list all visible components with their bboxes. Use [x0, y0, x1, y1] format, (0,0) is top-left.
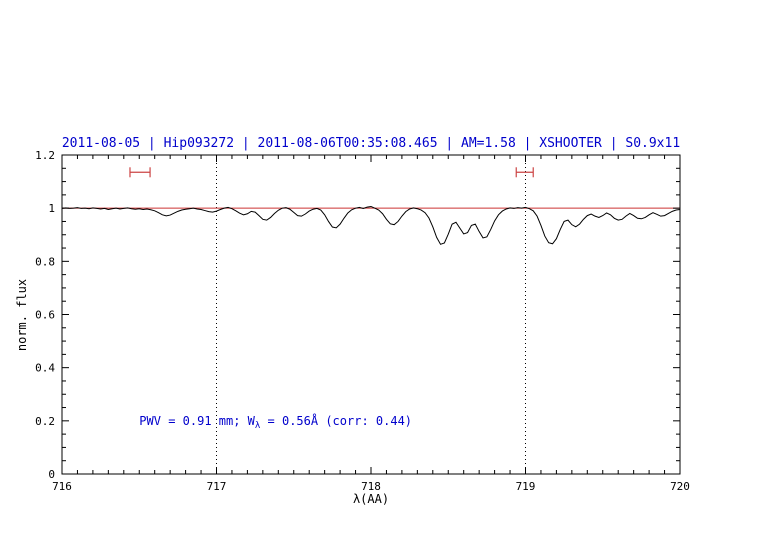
tick-labels-layer: 716 717 718 719 720 0 0.2 0.4 0.6 0.8 1 1.2: [35, 149, 690, 493]
y-tick-label: 0.8: [35, 255, 55, 268]
y-tick-label: 1.2: [35, 149, 55, 162]
plot-title: 2011-08-05 | Hip093272 | 2011-08-06T00:3…: [62, 136, 680, 151]
y-tick-label: 0.4: [35, 362, 55, 375]
spectrum-line-layer: [61, 206, 681, 245]
reference-lines-layer: [62, 155, 680, 474]
axes-frame-layer: [61, 154, 681, 475]
y-tick-label: 1: [48, 202, 55, 215]
y-axis-label: norm. flux: [15, 279, 29, 351]
spectrum-curve: [61, 206, 681, 245]
x-tick-label: 719: [516, 480, 536, 493]
lambda-subscript: λ: [255, 421, 261, 431]
range-markers-layer: [129, 167, 534, 178]
x-tick-label: 717: [207, 480, 227, 493]
pwv-annotation: PWV = 0.91 mm; Wλ = 0.56Å (corr: 0.44): [139, 413, 412, 431]
y-tick-label: 0.2: [35, 415, 55, 428]
x-tick-label: 716: [52, 480, 72, 493]
x-tick-label: 718: [361, 480, 381, 493]
x-tick-label: 720: [670, 480, 690, 493]
x-axis-label: λ(AA): [353, 492, 389, 506]
y-tick-label: 0: [48, 468, 55, 481]
y-tick-label: 0.6: [35, 309, 55, 322]
